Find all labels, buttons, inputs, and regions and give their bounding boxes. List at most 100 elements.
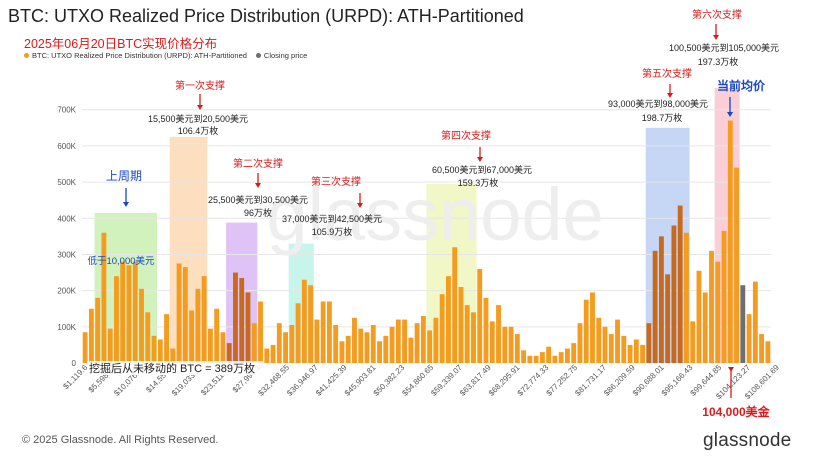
- bar: [326, 301, 332, 363]
- previous-cycle-label: 上周期: [106, 169, 142, 183]
- bar: [189, 310, 195, 363]
- bar: [201, 276, 207, 363]
- bar: [226, 343, 232, 363]
- bar: [276, 323, 282, 363]
- bar: [709, 250, 714, 363]
- chart-subtitle: 2025年06月20日BTC实现价格分布: [24, 37, 218, 51]
- bar: [377, 341, 382, 363]
- arrow-icon: [713, 35, 719, 40]
- bar: [577, 323, 583, 363]
- bar: [339, 341, 345, 363]
- legend-series-label: BTC: UTXO Realized Price Distribution (U…: [32, 51, 247, 60]
- bar: [514, 334, 520, 363]
- bar: [527, 355, 533, 363]
- support1-title: 第一次支撑: [175, 79, 225, 92]
- bar: [214, 308, 220, 363]
- bar: [558, 352, 564, 363]
- bar: [615, 319, 620, 363]
- closing-price-bar: [740, 285, 746, 363]
- bar: [508, 326, 514, 363]
- bar: [195, 288, 201, 363]
- bar: [752, 281, 758, 363]
- bar: [546, 346, 552, 363]
- arrow-icon: [255, 183, 261, 188]
- bar: [245, 292, 251, 363]
- bars: [82, 120, 771, 363]
- support3-title: 第三次支撑: [311, 175, 361, 188]
- bar: [289, 325, 295, 363]
- y-tick-label: 300K: [57, 250, 76, 259]
- support5-amount: 198.7万枚: [642, 112, 683, 123]
- bar: [621, 335, 627, 363]
- bar: [95, 297, 101, 363]
- bar: [220, 332, 226, 363]
- bar: [690, 321, 696, 363]
- bar: [552, 355, 558, 363]
- bar: [734, 167, 739, 363]
- support5-range: 93,000美元到98,000美元: [608, 98, 708, 109]
- bar: [295, 303, 301, 363]
- bar: [82, 332, 88, 363]
- bar: [765, 341, 771, 363]
- bar: [395, 319, 401, 363]
- bar: [283, 332, 288, 363]
- bar: [427, 330, 433, 363]
- bar: [132, 261, 138, 363]
- bar: [88, 308, 94, 363]
- support4-title: 第四次支撑: [441, 129, 491, 142]
- bar: [107, 328, 113, 363]
- arrow-icon: [667, 93, 673, 98]
- bar: [539, 352, 545, 363]
- bar: [414, 323, 420, 363]
- bar: [264, 348, 270, 363]
- below-10k-label: 低于10,000美元: [87, 255, 155, 267]
- bar: [652, 250, 658, 363]
- mined-label-bg: [87, 361, 264, 375]
- bar: [170, 348, 176, 363]
- bar: [370, 325, 376, 363]
- support6-range: 100,500美元到105,000美元: [669, 42, 779, 53]
- bar: [464, 305, 470, 363]
- y-tick-label: 700K: [57, 106, 76, 115]
- bar: [571, 343, 577, 363]
- support5-title: 第五次支撑: [642, 67, 692, 80]
- bar: [677, 205, 683, 363]
- support2-range: 25,500美元到30,500美元: [208, 194, 308, 205]
- bar: [120, 261, 126, 363]
- support4-range: 60,500美元到67,000美元: [432, 164, 532, 175]
- legend-closing-swatch: [255, 53, 261, 58]
- bar: [684, 232, 689, 363]
- bar: [759, 334, 765, 363]
- y-tick-label: 100K: [57, 323, 76, 332]
- bar: [239, 277, 245, 363]
- bar: [389, 326, 395, 363]
- bar: [489, 321, 495, 363]
- bar: [182, 267, 188, 363]
- bar: [314, 319, 320, 363]
- bar: [114, 276, 119, 363]
- bar: [702, 292, 708, 363]
- bar: [164, 314, 169, 363]
- support6-amount: 197.3万枚: [698, 56, 739, 67]
- bar: [633, 339, 639, 363]
- bar: [233, 272, 238, 363]
- bar: [727, 120, 733, 363]
- bar: [627, 344, 633, 363]
- bar: [721, 230, 727, 363]
- bar: [452, 247, 458, 363]
- price-104k-label: 104,000美金: [702, 404, 770, 419]
- bar: [596, 317, 602, 363]
- band-orange: [169, 136, 208, 363]
- bar: [533, 355, 539, 363]
- support6-title: 第六次支撑: [692, 8, 742, 21]
- copyright: © 2025 Glassnode. All Rights Reserved.: [22, 434, 219, 446]
- arrow-icon: [123, 202, 129, 207]
- support2-amount: 96万枚: [244, 207, 272, 218]
- bar: [383, 335, 389, 363]
- arrow-icon: [727, 112, 733, 117]
- bar: [746, 314, 752, 363]
- support3-amount: 105.9万枚: [312, 226, 353, 237]
- brand-logo: glassnode: [703, 430, 792, 451]
